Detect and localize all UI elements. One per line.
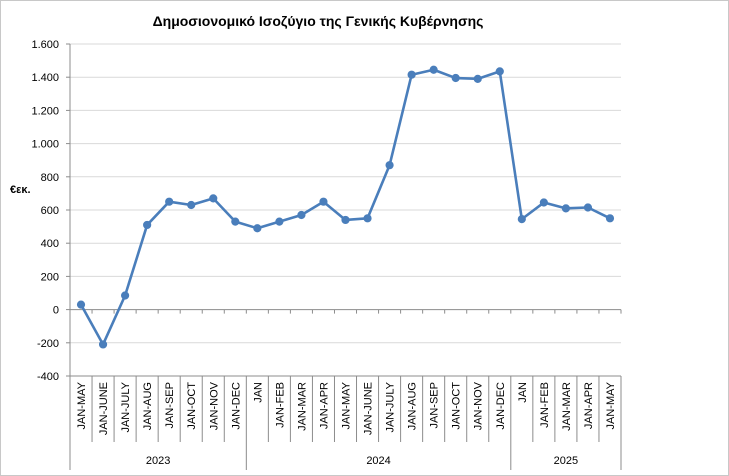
data-point (407, 70, 416, 79)
data-point (539, 198, 548, 207)
y-tick-label: -400 (37, 371, 59, 383)
year-group-label: 2023 (146, 455, 170, 467)
x-tick-label: JAN (517, 382, 529, 403)
x-tick-label: JAN-AUG (407, 382, 419, 430)
series-balance (76, 65, 615, 349)
y-tick-label: 600 (41, 205, 59, 217)
x-tick-label: JAN-FEB (539, 382, 551, 428)
y-tick-label: 1.400 (31, 72, 59, 84)
y-tick-label: 1.000 (31, 139, 59, 151)
data-point (297, 210, 306, 220)
x-tick-label: JAN-JULY (120, 381, 132, 432)
x-tick-label: JAN-NOV (473, 381, 485, 430)
x-tick-label: JAN-MAR (296, 382, 308, 431)
data-point (429, 65, 438, 74)
y-tick-labels: -400 -200 0 200 400 600 800 1.000 1.200 1.400 1.60… (31, 39, 59, 383)
data-point (121, 291, 130, 300)
axes (66, 43, 622, 470)
y-axis-label: €εκ. (10, 184, 31, 196)
x-tick-label: JAN-MAY (341, 381, 353, 429)
x-tick-label: JAN-JUNE (363, 382, 375, 435)
x-tick-label: JAN-OCT (186, 382, 198, 430)
data-point (517, 215, 526, 224)
x-tick-label: JAN (252, 382, 264, 403)
y-tick-label: -200 (37, 338, 59, 350)
data-point (341, 215, 350, 225)
year-group-label: 2025 (554, 455, 578, 467)
x-tick-label: JAN-DEC (230, 382, 242, 430)
x-tick-label: JAN-JUNE (98, 382, 110, 435)
data-point (319, 197, 328, 206)
data-point (98, 340, 108, 349)
y-tick-label: 200 (41, 271, 59, 283)
data-point (76, 300, 86, 309)
data-point (231, 217, 240, 226)
chart-title: Δημοσιονομικό Ισοζύγιο της Γενικής Κυβέρ… (153, 13, 484, 29)
data-point (209, 194, 218, 203)
x-tick-label: JAN-NOV (208, 381, 220, 430)
gridlines (70, 43, 621, 377)
x-tick-label: JAN-JULY (385, 381, 397, 432)
data-point (495, 67, 504, 76)
year-group-labels: 2023 2024 2025 (146, 455, 578, 467)
x-tick-label: JAN-DEC (495, 382, 507, 430)
series-line (79, 68, 611, 346)
data-point (187, 200, 196, 210)
y-tick-label: 0 (53, 305, 59, 317)
y-tick-label: 400 (41, 238, 59, 250)
y-tick-label: 1.600 (31, 39, 59, 51)
x-tick-label: JAN-MAR (561, 382, 573, 431)
data-point (561, 204, 571, 213)
y-tick-label: 800 (41, 172, 59, 184)
x-tick-label: JAN-SEP (164, 382, 176, 428)
data-point (605, 214, 615, 223)
x-tick-label: JAN-FEB (274, 382, 286, 428)
data-point (165, 197, 174, 206)
data-point (275, 217, 284, 226)
data-point (473, 74, 482, 83)
y-tick-label: 1.200 (31, 105, 59, 117)
data-point (583, 203, 593, 212)
x-tick-labels: JAN-MAY JAN-JUNE JAN-JULY JAN-AUG JAN-SEP JAN… (76, 381, 617, 435)
x-tick-label: JAN-SEP (429, 382, 441, 428)
data-point (143, 220, 152, 230)
data-point (385, 161, 394, 170)
x-tick-label: JAN-APR (583, 382, 595, 429)
x-tick-label: JAN-MAY (76, 381, 88, 429)
data-point (451, 73, 460, 83)
data-point (363, 214, 372, 223)
x-tick-label: JAN-MAY (605, 381, 617, 429)
year-group-label: 2024 (366, 455, 390, 467)
x-tick-label: JAN-APR (318, 382, 330, 429)
x-tick-label: JAN-OCT (451, 382, 463, 430)
x-tick-label: JAN-AUG (142, 382, 154, 430)
data-point (253, 224, 262, 233)
